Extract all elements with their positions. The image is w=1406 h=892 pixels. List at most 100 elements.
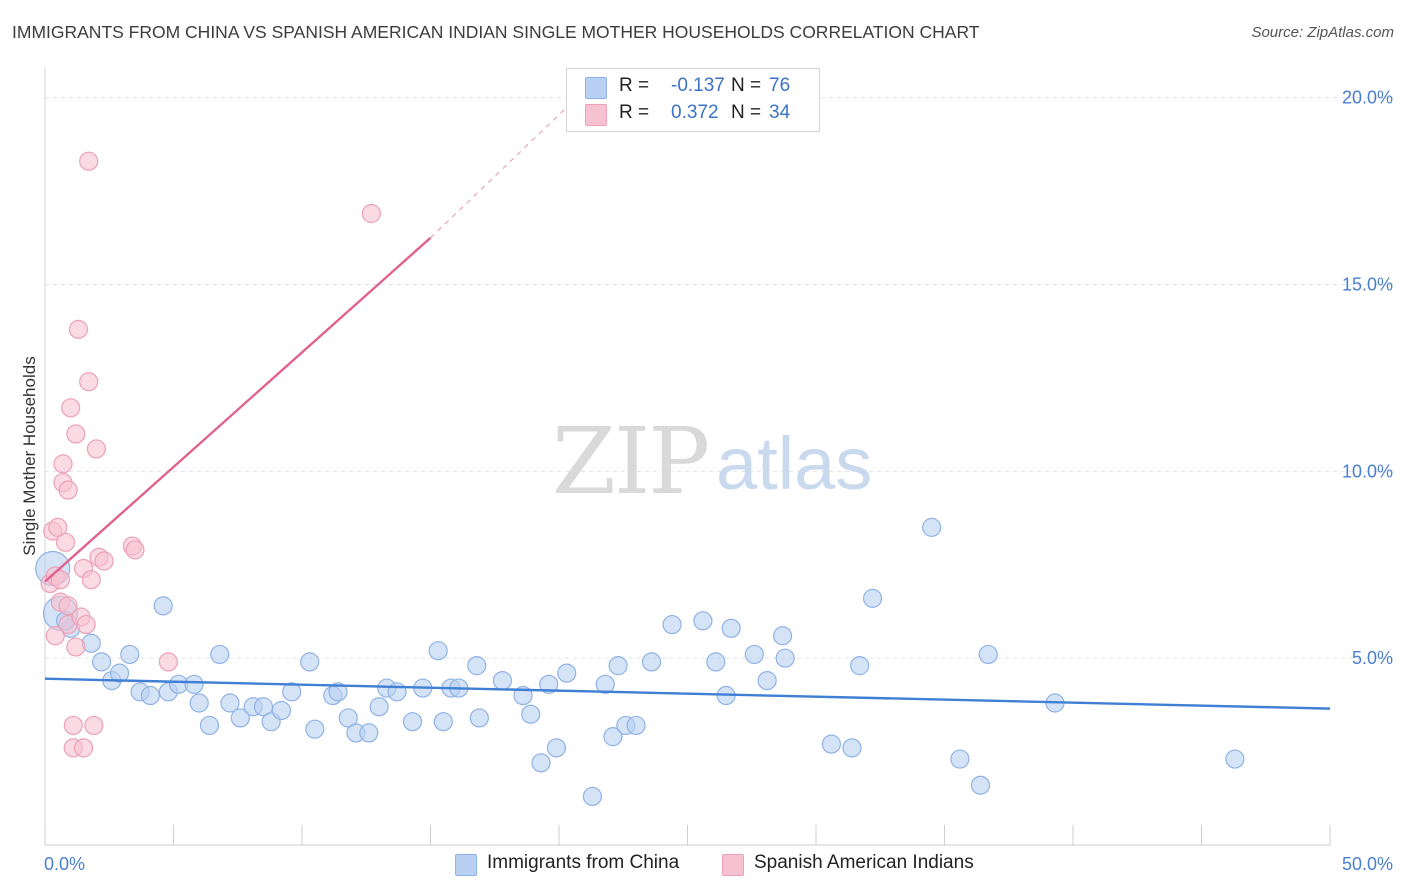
data-point <box>140 685 160 706</box>
legend-r-label: R = <box>619 75 650 96</box>
data-point <box>744 644 764 665</box>
data-point <box>521 704 541 724</box>
y-tick-label: 10.0% <box>1342 461 1393 481</box>
data-point <box>120 644 140 665</box>
data-point <box>338 708 358 728</box>
data-point <box>539 674 559 694</box>
data-point <box>721 618 741 638</box>
legend-r-label: R = <box>619 102 650 123</box>
y-tick-label: 20.0% <box>1342 88 1393 108</box>
bottom-legend-swatch-pink <box>722 854 744 876</box>
data-point <box>81 570 101 590</box>
data-point <box>361 203 381 224</box>
series-immigrants-from-china <box>35 517 1245 807</box>
data-point <box>531 753 551 773</box>
data-point <box>922 517 942 537</box>
legend-r-value: -0.137 <box>671 75 725 96</box>
bottom-legend-label-spanish-american-indians: Spanish American Indians <box>754 852 974 873</box>
legend-n-label: N = <box>731 75 762 96</box>
data-point <box>91 652 112 672</box>
data-point <box>63 715 83 736</box>
trend-line-spanish-american-indians <box>44 236 432 583</box>
data-point <box>359 723 379 743</box>
data-point <box>387 682 407 702</box>
data-point <box>68 319 89 339</box>
data-point <box>641 652 662 672</box>
data-point <box>693 611 713 631</box>
data-point <box>210 644 230 665</box>
data-point <box>199 715 220 736</box>
data-point <box>45 626 65 646</box>
data-point <box>58 596 78 616</box>
data-point <box>253 697 274 717</box>
legend-n-value: 34 <box>769 102 791 123</box>
data-point <box>582 786 603 807</box>
data-point <box>842 738 862 758</box>
data-point <box>428 641 448 661</box>
trend-line-china <box>44 677 1331 710</box>
data-point <box>86 439 107 459</box>
data-point <box>978 644 998 665</box>
data-point <box>775 648 795 668</box>
data-point <box>125 540 145 560</box>
data-point <box>50 570 71 590</box>
data-point <box>73 738 94 758</box>
data-point <box>328 682 348 702</box>
data-point <box>184 674 204 694</box>
data-point <box>850 656 870 676</box>
data-point <box>158 652 178 672</box>
data-point <box>305 719 325 739</box>
data-point <box>608 656 628 676</box>
chart-title: IMMIGRANTS FROM CHINA VS SPANISH AMERICA… <box>12 22 980 42</box>
legend-r-value: 0.372 <box>671 102 719 123</box>
legend-n-label: N = <box>731 102 762 123</box>
data-point <box>230 708 250 728</box>
data-point <box>271 700 292 721</box>
data-point <box>300 652 320 672</box>
data-point <box>58 480 78 500</box>
data-point <box>48 517 68 537</box>
data-point <box>402 712 423 732</box>
data-point <box>79 372 99 392</box>
data-point <box>950 749 970 769</box>
bottom-legend-label-china: Immigrants from China <box>487 852 680 873</box>
data-point <box>66 637 86 657</box>
data-point <box>433 712 453 732</box>
data-point <box>94 551 114 571</box>
watermark-zip: ZIP <box>552 408 708 515</box>
watermark-atlas: atlas <box>716 422 872 505</box>
data-point <box>467 656 487 676</box>
data-point <box>76 614 96 635</box>
data-point <box>153 596 173 616</box>
data-point <box>1225 749 1245 769</box>
data-point <box>369 697 389 717</box>
y-axis-label: Single Mother Households <box>20 356 39 555</box>
data-point <box>546 738 567 758</box>
data-point <box>84 715 104 736</box>
data-point <box>282 682 302 702</box>
legend-n-value: 76 <box>769 75 791 96</box>
data-point <box>970 775 991 795</box>
data-point <box>189 693 209 713</box>
data-point <box>757 670 777 691</box>
data-point <box>595 674 615 694</box>
data-point <box>469 708 489 728</box>
trend-lines <box>44 89 1331 710</box>
legend-swatch-pink <box>585 104 607 126</box>
data-point <box>61 398 81 418</box>
legend-swatch-blue <box>585 77 607 99</box>
stats-legend: R = -0.137 N = 76 R = 0.372 N = 34 <box>566 68 820 132</box>
axes <box>44 68 1331 846</box>
data-point <box>862 588 883 608</box>
data-point <box>772 626 793 646</box>
data-point <box>53 454 73 474</box>
y-tick-labels: 5.0% 10.0% 15.0% 20.0% <box>1342 88 1393 668</box>
data-point <box>706 652 726 672</box>
gridlines <box>45 97 1395 659</box>
bottom-legend-swatch-blue <box>455 854 477 876</box>
data-point <box>109 663 130 683</box>
data-point <box>557 663 577 683</box>
source-credit: Source: ZipAtlas.com <box>1251 24 1394 41</box>
data-point <box>662 614 682 635</box>
